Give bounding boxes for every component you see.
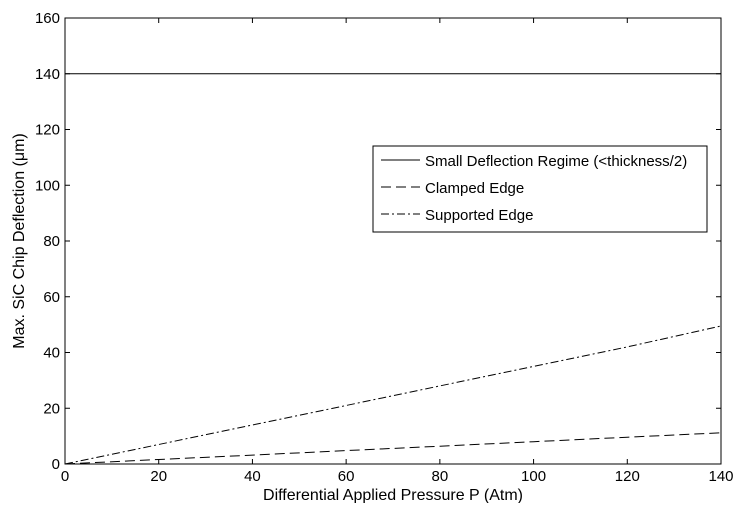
legend-label-clamped-edge: Clamped Edge bbox=[425, 180, 524, 197]
series-line-clamped-edge bbox=[64, 432, 722, 465]
y-tick-label-160: 160 bbox=[35, 10, 60, 27]
y-tick-label-60: 60 bbox=[43, 289, 60, 306]
y-tick-label-100: 100 bbox=[35, 177, 60, 194]
y-tick-label-20: 20 bbox=[43, 400, 60, 417]
ticks-layer: 0 20 40 60 80 100 120 140 0 20 40 60 80 100 120 140 160 bbox=[35, 10, 734, 485]
x-tick-label-120: 120 bbox=[615, 468, 640, 485]
legend-label-small-deflection: Small Deflection Regime (<thickness/2) bbox=[425, 153, 687, 170]
x-tick-label-60: 60 bbox=[338, 468, 355, 485]
y-axis-label: Max. SiC Chip Deflection (μm) bbox=[11, 133, 28, 349]
y-tick-label-0: 0 bbox=[52, 456, 60, 473]
y-tick-label-140: 140 bbox=[35, 66, 60, 83]
x-tick-label-0: 0 bbox=[61, 468, 69, 485]
series-layer bbox=[64, 73, 722, 465]
plot-area bbox=[65, 18, 721, 464]
y-tick-label-40: 40 bbox=[43, 345, 60, 362]
x-tick-label-40: 40 bbox=[244, 468, 261, 485]
plot-frame bbox=[64, 17, 722, 465]
y-tick-label-80: 80 bbox=[43, 233, 60, 250]
x-tick-label-100: 100 bbox=[521, 468, 546, 485]
legend-box bbox=[372, 145, 708, 233]
x-tick-label-80: 80 bbox=[432, 468, 449, 485]
x-tick-label-20: 20 bbox=[150, 468, 167, 485]
legend-label-supported-edge: Supported Edge bbox=[425, 207, 533, 224]
x-axis-label: Differential Applied Pressure P (Atm) bbox=[263, 487, 523, 503]
x-tick-label-140: 140 bbox=[708, 468, 733, 485]
legend: Small Deflection Regime (<thickness/2) C… bbox=[372, 145, 708, 233]
y-tick-label-120: 120 bbox=[35, 122, 60, 139]
